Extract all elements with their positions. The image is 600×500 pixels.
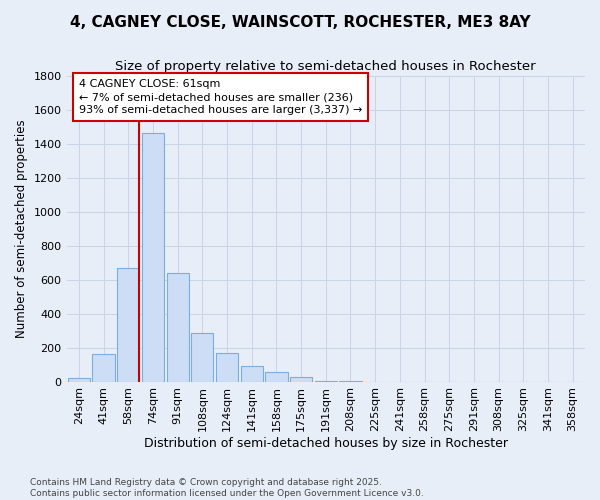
Text: Contains HM Land Registry data © Crown copyright and database right 2025.
Contai: Contains HM Land Registry data © Crown c… [30, 478, 424, 498]
Bar [68, 378, 90, 382]
Bar [92, 354, 115, 382]
Bar [167, 273, 189, 382]
Title: Size of property relative to semi-detached houses in Rochester: Size of property relative to semi-detach… [115, 60, 536, 73]
Bar [314, 380, 337, 382]
Text: 4 CAGNEY CLOSE: 61sqm
← 7% of semi-detached houses are smaller (236)
93% of semi: 4 CAGNEY CLOSE: 61sqm ← 7% of semi-detac… [79, 79, 362, 116]
Bar [117, 268, 139, 382]
Bar [265, 372, 287, 382]
Bar [216, 352, 238, 382]
Bar [340, 380, 362, 382]
Bar [191, 333, 214, 382]
Y-axis label: Number of semi-detached properties: Number of semi-detached properties [15, 120, 28, 338]
Bar [142, 134, 164, 382]
Bar [290, 378, 312, 382]
X-axis label: Distribution of semi-detached houses by size in Rochester: Distribution of semi-detached houses by … [144, 437, 508, 450]
Text: 4, CAGNEY CLOSE, WAINSCOTT, ROCHESTER, ME3 8AY: 4, CAGNEY CLOSE, WAINSCOTT, ROCHESTER, M… [70, 15, 530, 30]
Bar [241, 366, 263, 382]
